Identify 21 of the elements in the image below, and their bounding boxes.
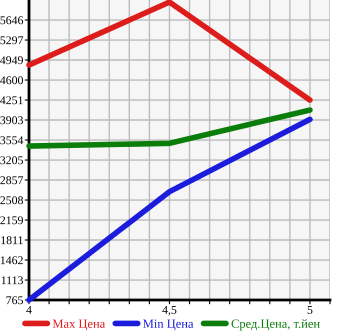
x-tick-label: 4 bbox=[26, 306, 32, 314]
y-tick-label: 4949 bbox=[0, 56, 23, 64]
y-tick-label: 3903 bbox=[0, 116, 23, 124]
x-tick-label: 5 bbox=[308, 306, 312, 314]
y-tick-label: 765 bbox=[6, 296, 23, 304]
y-tick-label: 2159 bbox=[0, 216, 23, 224]
y-tick-label: 5297 bbox=[0, 36, 24, 44]
y-tick-label: 1113 bbox=[2, 276, 23, 284]
y-tick-label: 1811 bbox=[1, 236, 23, 244]
y-tick-label: 3554 bbox=[0, 136, 24, 144]
y-tick-label: 2508 bbox=[0, 196, 23, 204]
legend-label: Max Цена bbox=[52, 320, 106, 330]
y-tick-label: 2857 bbox=[0, 176, 24, 184]
y-tick-label: 4600 bbox=[0, 76, 23, 84]
y-tick-label: 4251 bbox=[0, 96, 23, 104]
y-tick-label: 3205 bbox=[0, 156, 23, 164]
y-tick-label: 1462 bbox=[0, 256, 23, 264]
x-tick-label: 4,5 bbox=[162, 306, 176, 316]
y-tick-label: 5646 bbox=[0, 16, 24, 24]
legend-label: Сред.Цена, т.йен bbox=[232, 319, 320, 330]
legend-label: Min Цена bbox=[143, 320, 194, 330]
